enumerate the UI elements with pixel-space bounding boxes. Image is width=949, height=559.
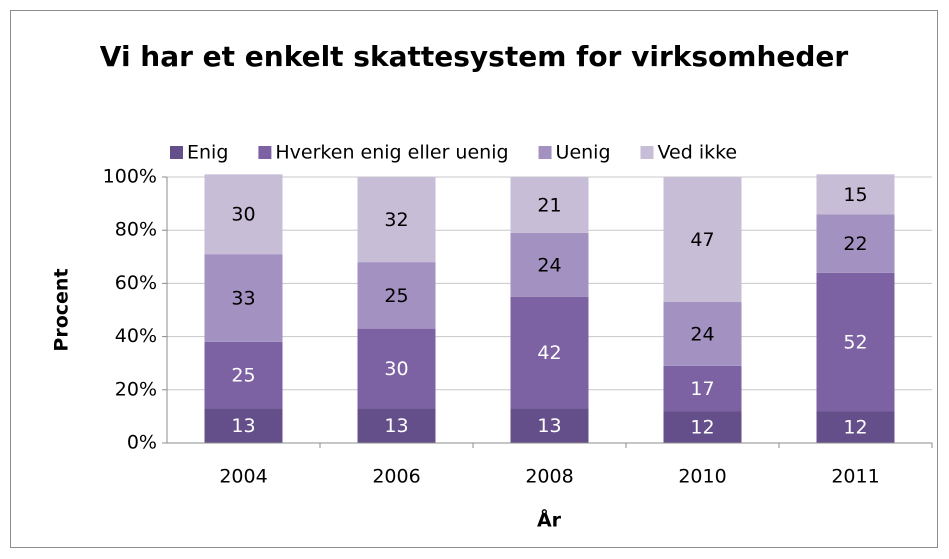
legend-swatch (640, 146, 654, 159)
legend-label: Hverken enig eller uenig (275, 142, 508, 164)
bar-segment (816, 411, 895, 443)
legend-swatch (258, 146, 272, 159)
bar-segment (663, 177, 742, 303)
y-axis-label: Procent (51, 268, 73, 351)
data-label: 12 (690, 417, 714, 439)
data-label: 21 (537, 194, 561, 216)
legend-label: Enig (187, 142, 228, 164)
bar-segment (816, 214, 895, 273)
data-label: 24 (690, 323, 714, 345)
data-label: 22 (843, 233, 867, 255)
data-label: 25 (231, 365, 255, 387)
data-label: 42 (537, 342, 561, 364)
data-label: 13 (537, 415, 561, 437)
y-tick-label: 0% (127, 432, 157, 454)
legend-swatch (538, 146, 552, 159)
chart-border (10, 10, 938, 548)
data-label: 24 (537, 254, 561, 276)
x-tick-label: 2010 (678, 466, 726, 488)
y-tick-label: 40% (115, 325, 157, 347)
bar-segment (510, 177, 589, 233)
bar-segment (204, 254, 283, 342)
data-label: 32 (384, 209, 408, 231)
data-label: 33 (231, 288, 255, 310)
legend-label: Ved ikke (658, 142, 738, 164)
data-label: 47 (690, 229, 714, 251)
x-axis-label: År (537, 508, 562, 532)
x-tick-label: 2008 (525, 466, 573, 488)
y-tick-label: 20% (115, 378, 157, 400)
data-label: 13 (384, 415, 408, 437)
bar-segment (357, 328, 436, 409)
bar-segment (510, 408, 589, 443)
bar-segment (663, 411, 742, 443)
bar-segment (663, 365, 742, 412)
data-label: 12 (843, 417, 867, 439)
bar-segment (357, 408, 436, 443)
x-tick-label: 2004 (219, 466, 267, 488)
bar-segment (816, 272, 895, 412)
bar-segment (357, 262, 436, 329)
bar-segment (510, 296, 589, 409)
bar-segment (204, 341, 283, 409)
bar-segment (204, 174, 283, 255)
legend-label: Uenig (556, 142, 611, 164)
data-label: 13 (231, 415, 255, 437)
x-tick-label: 2006 (372, 466, 420, 488)
data-label: 30 (384, 358, 408, 380)
data-label: 15 (843, 184, 867, 206)
x-tick-label: 2011 (831, 466, 879, 488)
data-label: 25 (384, 285, 408, 307)
y-tick-label: 60% (115, 272, 157, 294)
data-label: 52 (843, 331, 867, 353)
bar-segment (510, 232, 589, 297)
bar-segment (663, 302, 742, 366)
data-label: 30 (231, 204, 255, 226)
bar-segment (816, 174, 895, 215)
y-tick-label: 100% (103, 166, 157, 188)
y-tick-label: 80% (115, 219, 157, 241)
chart-title: Vi har et enkelt skattesystem for virkso… (100, 40, 849, 73)
legend-swatch (170, 146, 183, 159)
bar-segment (204, 408, 283, 443)
bar-segment (357, 177, 436, 263)
data-label: 17 (690, 378, 714, 400)
